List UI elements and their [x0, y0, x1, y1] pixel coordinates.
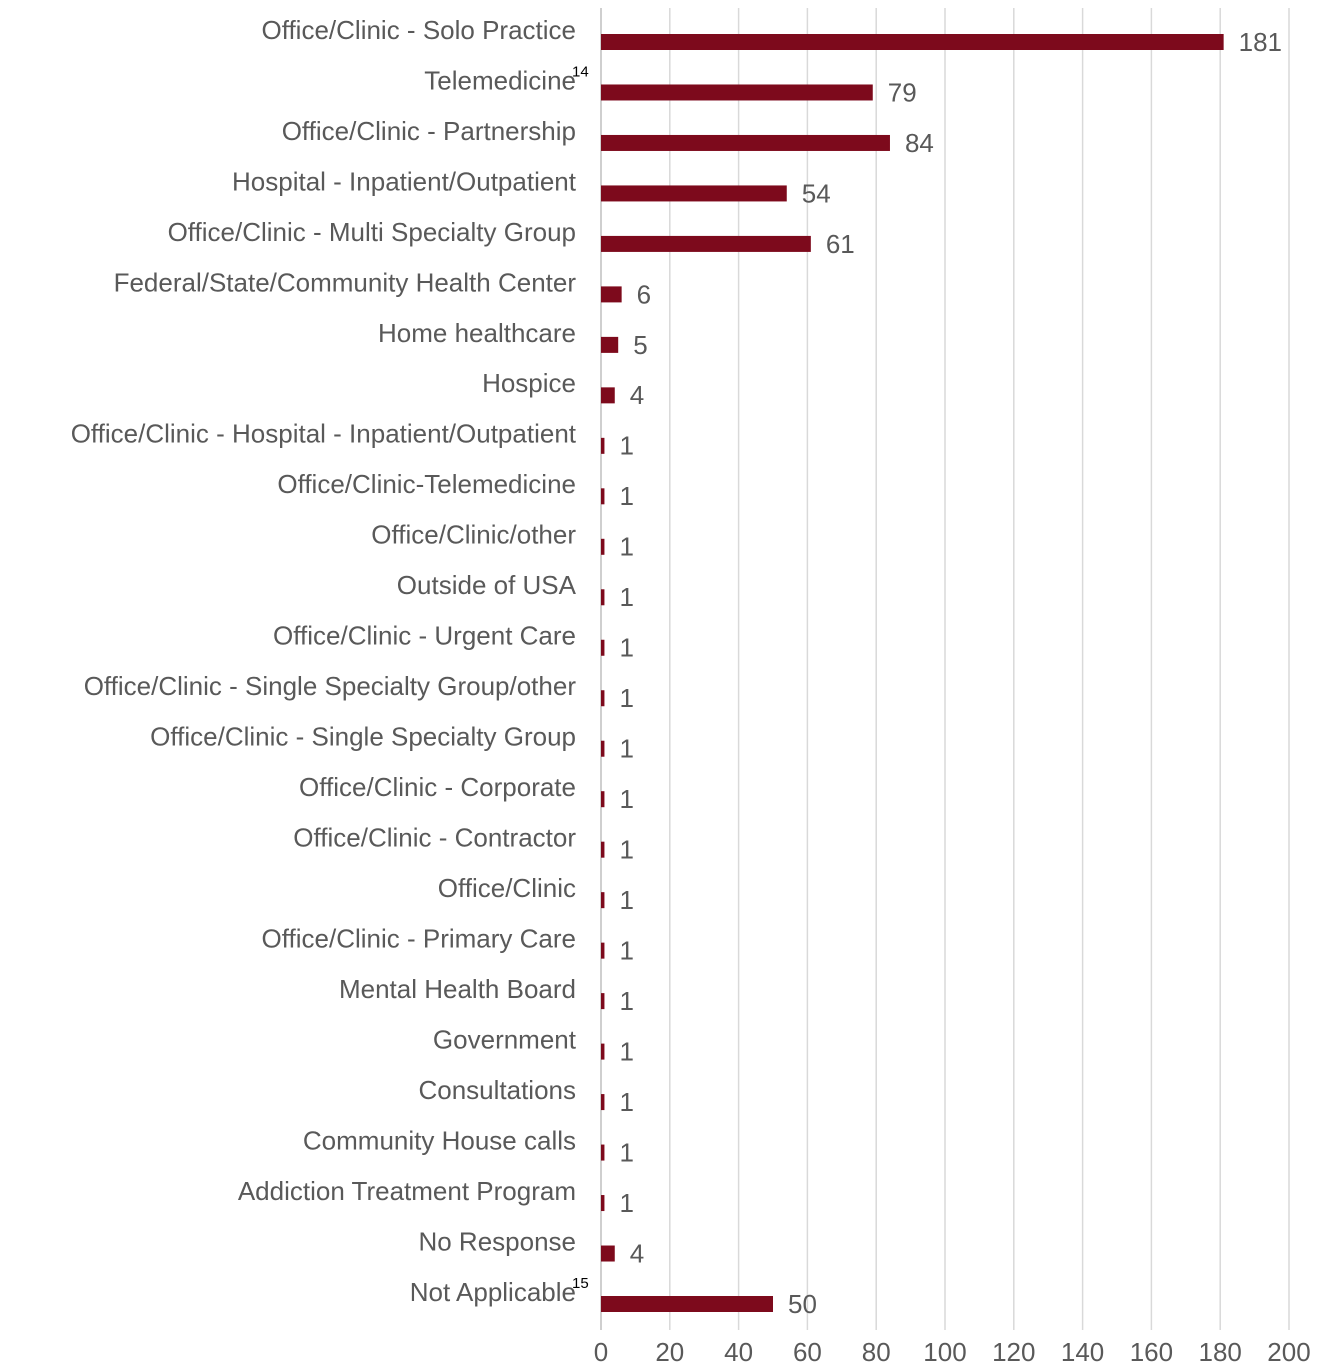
data-label: 1 — [619, 936, 633, 966]
y-tick-label: Office/Clinic - Multi Specialty Group — [168, 217, 576, 247]
data-label: 1 — [619, 1036, 633, 1066]
x-tick-label: 160 — [1130, 1337, 1173, 1367]
y-tick-label: Office/Clinic - Urgent Care — [273, 621, 576, 651]
footnote-marker: 14 — [572, 63, 589, 80]
y-tick-label: Office/Clinic — [438, 873, 576, 903]
x-tick-label: 80 — [862, 1337, 891, 1367]
bar — [601, 34, 1224, 50]
bar — [601, 791, 605, 808]
footnote-marker: 15 — [572, 1275, 589, 1292]
bar — [601, 235, 811, 252]
data-label: 1 — [619, 885, 633, 915]
data-label: 1 — [619, 784, 633, 814]
bar — [601, 538, 605, 555]
bar — [601, 589, 605, 606]
bar — [601, 1296, 773, 1312]
bar — [601, 387, 615, 404]
y-tick-label: Office/Clinic - Corporate — [299, 772, 576, 802]
data-label: 1 — [619, 1137, 633, 1167]
y-tick-label: Consultations — [418, 1075, 576, 1105]
x-tick-label: 120 — [992, 1337, 1035, 1367]
x-tick-label: 180 — [1199, 1337, 1242, 1367]
x-tick-label: 40 — [724, 1337, 753, 1367]
y-tick-label: Office/Clinic - Contractor — [293, 823, 576, 853]
data-label: 1 — [619, 835, 633, 865]
y-tick-label: Office/Clinic/other — [371, 520, 576, 550]
data-label: 54 — [802, 178, 831, 208]
bar — [601, 336, 619, 353]
bar — [601, 488, 605, 505]
data-label: 1 — [619, 431, 633, 461]
y-tick-label: Mental Health Board — [339, 974, 576, 1004]
data-label: 1 — [619, 532, 633, 562]
y-tick-label: Office/Clinic - Hospital - Inpatient/Out… — [71, 419, 577, 449]
y-tick-label: Outside of USA — [397, 570, 577, 600]
y-tick-label: Office/Clinic - Single Specialty Group — [150, 722, 576, 752]
x-tick-label: 0 — [594, 1337, 608, 1367]
y-tick-label: Hospice — [482, 368, 576, 398]
data-label: 1 — [619, 986, 633, 1016]
y-tick-label: Office/Clinic - Partnership — [282, 116, 576, 146]
data-label: 50 — [788, 1289, 817, 1319]
bar — [601, 1144, 605, 1161]
data-label: 1 — [619, 734, 633, 764]
bar — [601, 185, 787, 202]
data-label: 1 — [619, 582, 633, 612]
bar — [601, 1094, 605, 1111]
y-tick-label: Government — [433, 1024, 577, 1054]
y-tick-label: Telemedicine — [424, 65, 576, 95]
x-tick-label: 100 — [923, 1337, 966, 1367]
x-tick-label: 200 — [1267, 1337, 1310, 1367]
y-tick-label: Office/Clinic - Primary Care — [262, 924, 576, 954]
bar — [601, 993, 605, 1010]
y-tick-label: Home healthcare — [378, 318, 576, 348]
data-label: 84 — [905, 128, 934, 158]
data-label: 1 — [619, 1188, 633, 1218]
data-label: 6 — [637, 279, 651, 309]
y-tick-label: Office/Clinic - Single Specialty Group/o… — [84, 671, 577, 701]
y-tick-label: Addiction Treatment Program — [238, 1176, 576, 1206]
y-tick-label: Hospital - Inpatient/Outpatient — [232, 166, 577, 196]
bar — [601, 942, 605, 959]
y-tick-label: Office/Clinic-Telemedicine — [277, 469, 576, 499]
data-label: 61 — [826, 229, 855, 259]
bar — [601, 740, 605, 757]
bar — [601, 1195, 605, 1212]
bar — [601, 84, 873, 101]
bar — [601, 286, 622, 303]
bar — [601, 1245, 615, 1262]
y-tick-label: No Response — [418, 1226, 576, 1256]
x-tick-label: 60 — [793, 1337, 822, 1367]
data-label: 1 — [619, 1087, 633, 1117]
bar — [601, 639, 605, 656]
bar — [601, 134, 890, 151]
y-tick-label: Office/Clinic - Solo Practice — [261, 15, 576, 45]
x-tick-label: 20 — [655, 1337, 684, 1367]
bar — [601, 690, 605, 707]
x-tick-label: 140 — [1061, 1337, 1104, 1367]
data-label: 4 — [630, 1238, 644, 1268]
bar — [601, 841, 605, 858]
data-label: 1 — [619, 633, 633, 663]
y-tick-label: Federal/State/Community Health Center — [114, 267, 577, 297]
data-label: 181 — [1239, 27, 1282, 57]
data-label: 5 — [633, 330, 647, 360]
bar — [601, 1043, 605, 1060]
data-label: 1 — [619, 481, 633, 511]
data-label: 1 — [619, 683, 633, 713]
y-tick-label: Community House calls — [303, 1125, 576, 1155]
data-label: 79 — [888, 77, 917, 107]
y-tick-label: Not Applicable — [410, 1277, 576, 1307]
bar — [601, 437, 605, 454]
data-label: 4 — [630, 380, 644, 410]
bar — [601, 892, 605, 909]
